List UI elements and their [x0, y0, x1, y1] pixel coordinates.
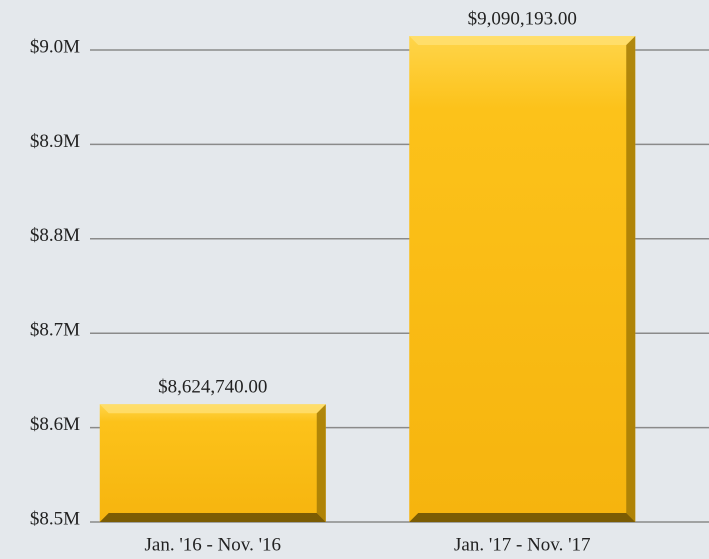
bar — [409, 36, 636, 522]
bars — [99, 36, 636, 522]
x-tick-label: Jan. '16 - Nov. '16 — [145, 534, 282, 555]
bar-bevel-bottom — [409, 513, 636, 522]
y-tick-label: $8.5M — [30, 508, 80, 529]
x-tick-label: Jan. '17 - Nov. '17 — [454, 534, 591, 555]
value-label: $8,624,740.00 — [158, 377, 267, 398]
y-tick-label: $8.6M — [30, 414, 80, 435]
bar — [99, 404, 326, 522]
bar-bevel-bottom — [99, 513, 326, 522]
bar-bevel-right — [626, 36, 636, 522]
bar-bevel-top — [99, 404, 326, 414]
bar-bevel-top — [409, 36, 636, 45]
bar-bevel-right — [316, 404, 326, 522]
y-tick-label: $8.9M — [30, 131, 80, 152]
y-tick-label: $8.7M — [30, 320, 80, 341]
value-label: $9,090,193.00 — [468, 8, 577, 29]
y-tick-label: $8.8M — [30, 225, 80, 246]
y-tick-label: $9.0M — [30, 36, 80, 57]
